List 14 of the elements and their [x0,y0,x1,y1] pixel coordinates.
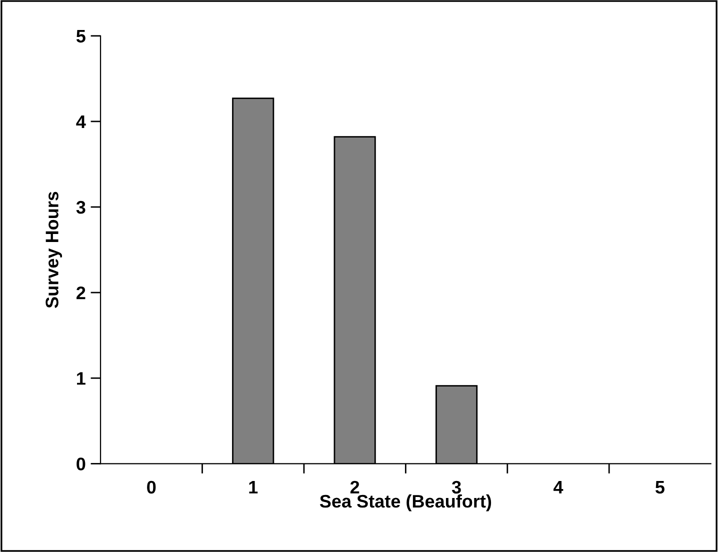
x-tick-label: 1 [249,481,258,494]
x-tick-label: 3 [452,480,461,494]
x-tick-label: 0 [147,480,156,494]
x-tick-label: 4 [554,481,564,494]
y-axis-title: Survey Hours [46,192,62,308]
y-tick-label: 4 [76,116,86,128]
x-tick-label: 2 [350,480,360,494]
x-tick-label: 5 [655,481,664,494]
y-tick-label: 3 [76,200,86,214]
y-tick-label: 1 [77,372,86,385]
y-tick-label: 2 [76,286,86,300]
y-tick-label: 0 [76,458,86,470]
x-axis-title: Sea State (Beaufort) [320,494,492,512]
y-tick-label: 5 [76,30,86,43]
